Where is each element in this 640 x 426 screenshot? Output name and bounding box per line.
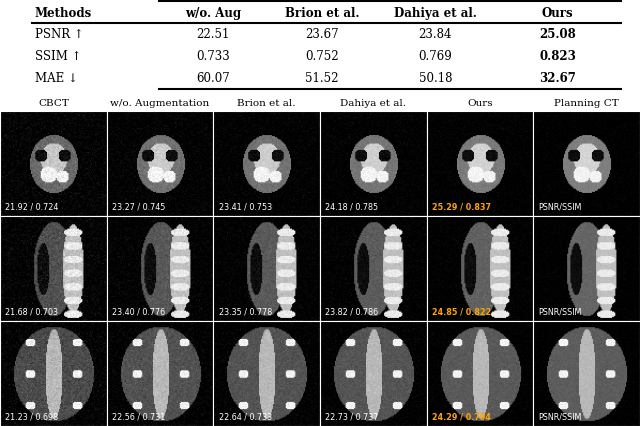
Text: 23.35 / 0.778: 23.35 / 0.778 [219, 307, 272, 316]
Text: 23.41 / 0.753: 23.41 / 0.753 [219, 202, 272, 211]
Text: 60.07: 60.07 [196, 72, 230, 85]
Text: 24.85 / 0.822: 24.85 / 0.822 [432, 307, 492, 316]
Text: 22.73 / 0.737: 22.73 / 0.737 [325, 412, 379, 421]
Text: PSNR/SSIM: PSNR/SSIM [539, 202, 582, 211]
Text: 50.18: 50.18 [419, 72, 452, 85]
Text: 24.18 / 0.785: 24.18 / 0.785 [325, 202, 378, 211]
Text: w/o. Aug: w/o. Aug [185, 6, 241, 20]
Text: 25.08: 25.08 [539, 29, 576, 41]
Text: 22.51: 22.51 [196, 29, 230, 41]
Text: Brion et al.: Brion et al. [237, 98, 296, 107]
Text: 0.733: 0.733 [196, 50, 230, 63]
Text: 23.67: 23.67 [305, 29, 339, 41]
Text: Planning CT: Planning CT [554, 98, 619, 107]
Text: 23.82 / 0.786: 23.82 / 0.786 [325, 307, 378, 316]
Text: MAE ↓: MAE ↓ [35, 72, 78, 85]
Text: 0.769: 0.769 [419, 50, 452, 63]
Text: 22.56 / 0.731: 22.56 / 0.731 [112, 412, 165, 421]
Text: PSNR ↑: PSNR ↑ [35, 29, 84, 41]
Text: Ours: Ours [467, 98, 493, 107]
Text: 0.752: 0.752 [305, 50, 339, 63]
Text: 23.27 / 0.745: 23.27 / 0.745 [112, 202, 165, 211]
Text: 23.40 / 0.776: 23.40 / 0.776 [112, 307, 165, 316]
Text: 25.29 / 0.837: 25.29 / 0.837 [432, 202, 491, 211]
Text: PSNR/SSIM: PSNR/SSIM [539, 412, 582, 421]
Text: Dahiya et al.: Dahiya et al. [394, 6, 477, 20]
Text: 22.64 / 0.733: 22.64 / 0.733 [219, 412, 272, 421]
Text: 21.68 / 0.703: 21.68 / 0.703 [5, 307, 58, 316]
Text: SSIM ↑: SSIM ↑ [35, 50, 81, 63]
Text: 0.823: 0.823 [539, 50, 576, 63]
Text: 32.67: 32.67 [539, 72, 576, 85]
Text: 21.23 / 0.698: 21.23 / 0.698 [5, 412, 58, 421]
Text: Dahiya et al.: Dahiya et al. [340, 98, 406, 107]
Text: w/o. Augmentation: w/o. Augmentation [110, 98, 210, 107]
Text: PSNR/SSIM: PSNR/SSIM [539, 307, 582, 316]
Text: 24.29 / 0.794: 24.29 / 0.794 [432, 412, 491, 421]
Text: Ours: Ours [541, 6, 573, 20]
Text: 21.92 / 0.724: 21.92 / 0.724 [5, 202, 59, 211]
Text: Brion et al.: Brion et al. [285, 6, 359, 20]
Text: 51.52: 51.52 [305, 72, 339, 85]
Text: 23.84: 23.84 [419, 29, 452, 41]
Text: Methods: Methods [35, 6, 92, 20]
Text: CBCT: CBCT [38, 98, 68, 107]
